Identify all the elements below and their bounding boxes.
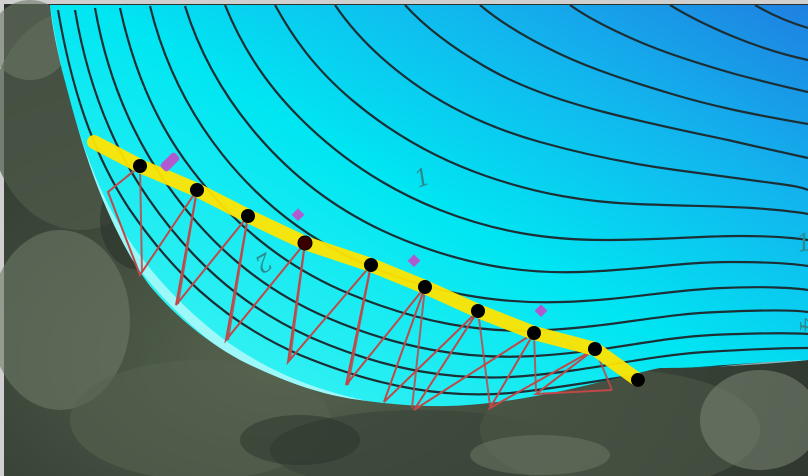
survey-point[interactable] xyxy=(297,235,313,251)
survey-point[interactable] xyxy=(418,280,432,294)
survey-point[interactable] xyxy=(190,183,204,197)
marker-diamond[interactable] xyxy=(407,254,421,268)
marker-diamond[interactable] xyxy=(159,151,180,172)
survey-point[interactable] xyxy=(364,258,378,272)
contour-label: 1 xyxy=(794,228,808,258)
survey-point[interactable] xyxy=(133,159,147,173)
survey-point[interactable] xyxy=(588,342,602,356)
survey-point[interactable] xyxy=(631,373,645,387)
survey-point[interactable] xyxy=(471,304,485,318)
contour-label: 4 xyxy=(794,317,808,333)
marker-diamond[interactable] xyxy=(291,208,305,222)
survey-point[interactable] xyxy=(241,209,255,223)
tie-lines[interactable] xyxy=(106,165,613,411)
survey-point[interactable] xyxy=(527,326,541,340)
survey-points[interactable] xyxy=(133,159,645,387)
